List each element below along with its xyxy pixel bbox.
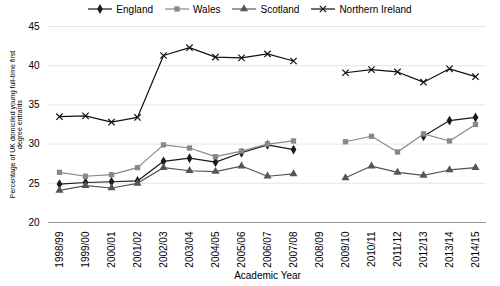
svg-text:2003/04: 2003/04 <box>184 231 195 268</box>
svg-text:2008/09: 2008/09 <box>314 231 325 268</box>
svg-text:2002/03: 2002/03 <box>158 231 169 268</box>
svg-text:2001/02: 2001/02 <box>132 231 143 268</box>
svg-text:1999/00: 1999/00 <box>80 231 91 268</box>
svg-text:2012/13: 2012/13 <box>418 231 429 268</box>
svg-text:Percentage of UK domiciled you: Percentage of UK domiciled young full-ti… <box>9 51 24 199</box>
svg-text:2006/07: 2006/07 <box>262 231 273 268</box>
svg-text:40: 40 <box>28 60 40 71</box>
svg-text:1998/99: 1998/99 <box>54 231 65 268</box>
svg-text:2009/10: 2009/10 <box>340 231 351 268</box>
svg-text:20: 20 <box>28 217 40 228</box>
svg-text:2000/01: 2000/01 <box>106 231 117 268</box>
svg-text:2005/06: 2005/06 <box>236 231 247 268</box>
html-text:Northern Ireland: Northern Ireland <box>339 3 412 15</box>
html-text:Wales: Wales <box>193 3 221 15</box>
svg-text:2010/11: 2010/11 <box>366 231 377 267</box>
svg-text:2007/08: 2007/08 <box>288 231 299 268</box>
html-text:Scotland: Scotland <box>260 3 300 15</box>
svg-text:45: 45 <box>28 21 40 32</box>
svg-text:30: 30 <box>28 138 40 149</box>
svg-text:2004/05: 2004/05 <box>210 231 221 268</box>
svg-text:25: 25 <box>28 178 40 189</box>
svg-text:2011/12: 2011/12 <box>392 231 403 267</box>
svg-text:Academic Year: Academic Year <box>234 270 301 281</box>
svg-text:35: 35 <box>28 99 40 110</box>
svg-text:2014/15: 2014/15 <box>470 231 481 268</box>
html-text:England: England <box>116 3 153 15</box>
svg-text:2013/14: 2013/14 <box>444 231 455 268</box>
